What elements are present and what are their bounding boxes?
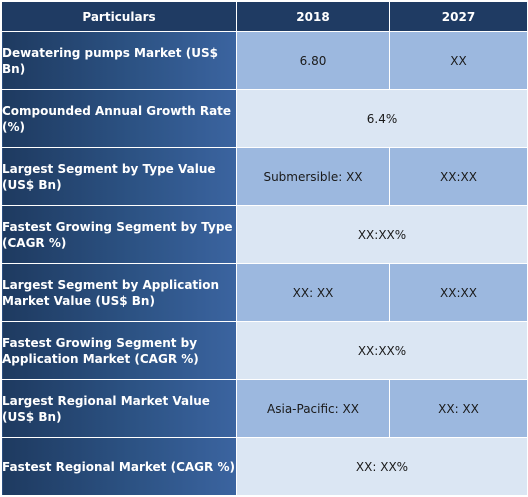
table-row: Largest Regional Market Value (US$ Bn) A… (1, 379, 528, 438)
largest-region-2018: Asia-Pacific: XX (236, 379, 390, 438)
fastest-application-value: XX:XX% (236, 321, 528, 380)
row-label-fastest-region: Fastest Regional Market (CAGR %) (1, 437, 237, 496)
largest-application-2027: XX:XX (389, 263, 528, 322)
header-2027: 2027 (389, 1, 528, 32)
market-size-2027: XX (389, 31, 528, 90)
market-size-2018: 6.80 (236, 31, 390, 90)
row-label-market-size: Dewatering pumps Market (US$ Bn) (1, 31, 237, 90)
row-label-largest-type: Largest Segment by Type Value (US$ Bn) (1, 147, 237, 206)
table-row: Fastest Growing Segment by Application M… (1, 321, 528, 380)
header-row: Particulars 2018 2027 (1, 1, 528, 32)
table-row: Fastest Regional Market (CAGR %) XX: XX% (1, 437, 528, 496)
table-row: Compounded Annual Growth Rate (%) 6.4% (1, 89, 528, 148)
largest-application-2018: XX: XX (236, 263, 390, 322)
table-row: Fastest Growing Segment by Type (CAGR %)… (1, 205, 528, 264)
fastest-type-value: XX:XX% (236, 205, 528, 264)
row-label-fastest-type: Fastest Growing Segment by Type (CAGR %) (1, 205, 237, 264)
largest-region-2027: XX: XX (389, 379, 528, 438)
largest-type-2027: XX:XX (389, 147, 528, 206)
header-particulars: Particulars (1, 1, 237, 32)
fastest-region-value: XX: XX% (236, 437, 528, 496)
row-label-cagr: Compounded Annual Growth Rate (%) (1, 89, 237, 148)
row-label-largest-region: Largest Regional Market Value (US$ Bn) (1, 379, 237, 438)
row-label-largest-application: Largest Segment by Application Market Va… (1, 263, 237, 322)
cagr-value: 6.4% (236, 89, 528, 148)
header-2018: 2018 (236, 1, 390, 32)
largest-type-2018: Submersible: XX (236, 147, 390, 206)
table-row: Largest Segment by Application Market Va… (1, 263, 528, 322)
table-row: Dewatering pumps Market (US$ Bn) 6.80 XX (1, 31, 528, 90)
row-label-fastest-application: Fastest Growing Segment by Application M… (1, 321, 237, 380)
table-row: Largest Segment by Type Value (US$ Bn) S… (1, 147, 528, 206)
